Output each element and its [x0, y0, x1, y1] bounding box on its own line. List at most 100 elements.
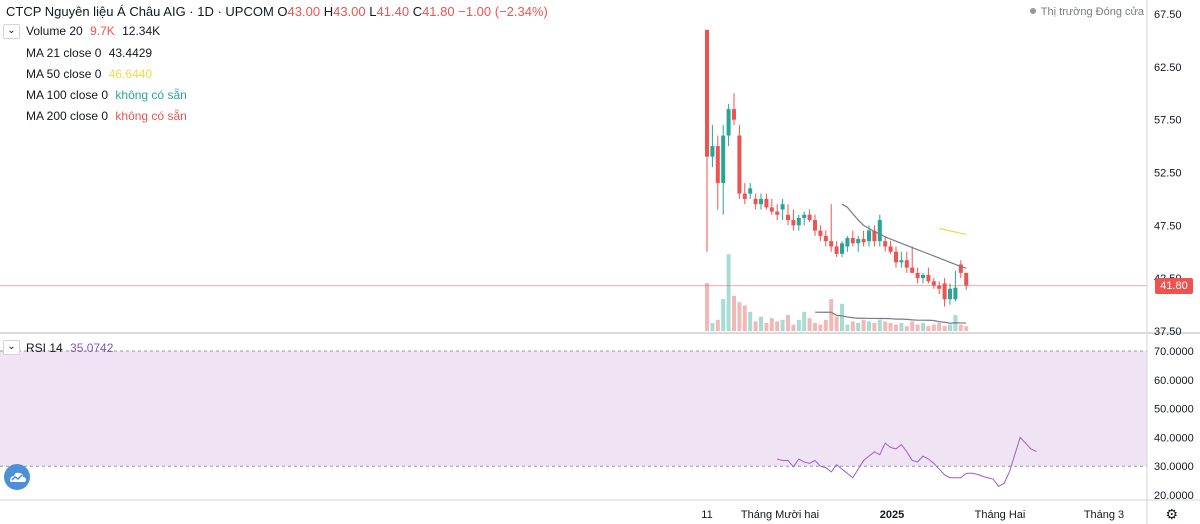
price-tick-label: 37.50 — [1154, 326, 1182, 338]
candle-body — [937, 285, 942, 289]
volume-bar — [732, 295, 736, 331]
rsi-tick-label: 60.0000 — [1154, 375, 1194, 387]
volume-bar — [791, 324, 796, 331]
volume-bar — [888, 323, 893, 331]
candle-body — [829, 241, 834, 247]
volume-bar — [748, 311, 753, 331]
volume-bar — [769, 318, 774, 331]
volume-bar — [894, 324, 898, 331]
rsi-line — [777, 436, 1037, 488]
study-ma21[interactable]: MA 21 close 0 43.4429 — [26, 46, 156, 60]
candles — [705, 29, 969, 307]
ohlc-open: O43.00 — [277, 4, 321, 19]
volume-bar — [948, 324, 952, 331]
volume-bar — [721, 299, 726, 331]
candle-body — [732, 109, 736, 120]
rsi-tick-label: 50.0000 — [1154, 404, 1194, 416]
candle-body — [786, 214, 790, 221]
volume-bar — [872, 323, 877, 331]
volume-bar — [899, 323, 904, 331]
candle-body — [899, 260, 904, 263]
volume-bar — [850, 321, 855, 331]
rsi-polyline — [777, 436, 1037, 488]
rsi-pane — [0, 350, 1147, 467]
candle-body — [742, 193, 747, 199]
collapse-studies-button[interactable]: ⌄ — [3, 24, 20, 39]
price-tick-label: 62.50 — [1154, 62, 1182, 74]
volume-ma-line — [814, 311, 967, 324]
candle-body — [856, 239, 861, 244]
study-ma100[interactable]: MA 100 close 0 không có sẵn — [26, 88, 191, 102]
ma21-line — [841, 203, 967, 269]
study-ma50-value: 46.6440 — [108, 67, 153, 81]
chevron-down-icon: ⌄ — [7, 25, 16, 36]
price-tick-label: 57.50 — [1154, 115, 1182, 127]
candle-body — [807, 214, 812, 221]
volume-bar — [802, 311, 807, 331]
ohlc-change: −1.00 (−2.34%) — [458, 4, 548, 19]
candle-body — [888, 246, 893, 252]
volume-bars — [705, 254, 969, 331]
candle-body — [958, 264, 963, 273]
candle-body — [721, 135, 726, 184]
candle-body — [737, 135, 742, 194]
study-volume[interactable]: Volume 20 9.7K 12.34K — [26, 24, 164, 38]
volume-bar — [753, 321, 758, 331]
candle-body — [715, 146, 720, 184]
candle-body — [845, 238, 850, 247]
candle-body — [791, 220, 796, 226]
tradingview-logo[interactable] — [4, 464, 30, 490]
volume-bar — [710, 323, 715, 331]
cloud-icon — [10, 472, 26, 482]
candle-body — [915, 272, 920, 279]
rsi-tick-label: 30.0000 — [1154, 461, 1194, 473]
price-tick-label: 47.50 — [1154, 220, 1182, 232]
volume-bar — [786, 315, 790, 331]
study-ma50[interactable]: MA 50 close 0 46.6440 — [26, 67, 156, 81]
volume-bar — [921, 323, 925, 331]
volume-bar — [742, 305, 747, 331]
volume-bar — [726, 254, 731, 331]
price-tick-label: 67.50 — [1154, 9, 1182, 21]
candle-body — [818, 230, 823, 236]
volume-bar — [834, 316, 839, 331]
study-rsi-name: RSI 14 — [26, 341, 63, 355]
symbol-header[interactable]: CTCP Nguyên liệu Á Châu AIG · 1D · UPCOM… — [6, 4, 548, 19]
volume-bar — [958, 324, 963, 331]
volume-bar — [715, 319, 720, 331]
study-rsi-value: 35.0742 — [70, 341, 114, 355]
ohlc-high: H43.00 — [323, 4, 366, 19]
candle-body — [834, 246, 839, 254]
volume-bar — [807, 318, 812, 331]
candle-body — [861, 239, 866, 243]
study-ma100-name: MA 100 close 0 — [26, 88, 109, 102]
market-status[interactable]: Thị trường Đóng cửa — [1029, 6, 1144, 18]
candle-body — [894, 251, 898, 263]
chevron-down-icon: ⌄ — [7, 341, 16, 352]
time-tick-label: 2025 — [880, 509, 904, 521]
volume-bar — [915, 324, 920, 331]
candle-body — [823, 235, 828, 242]
time-tick-label: Tháng 3 — [1084, 509, 1124, 521]
market-status-label: Thị trường Đóng cửa — [1040, 6, 1144, 18]
study-volume-ma-value: 12.34K — [122, 24, 161, 38]
candle-body — [780, 204, 785, 210]
candle-body — [942, 283, 947, 300]
candle-body — [910, 267, 915, 273]
volume-bar — [904, 326, 909, 331]
volume-bar — [910, 321, 915, 331]
study-ma200[interactable]: MA 200 close 0 không có sẵn — [26, 109, 191, 123]
symbol-title[interactable]: CTCP Nguyên liệu Á Châu AIG · 1D · UPCOM — [6, 4, 274, 19]
study-rsi[interactable]: RSI 14 35.0742 — [26, 341, 117, 355]
candle-body — [775, 211, 780, 215]
candle-body — [759, 198, 763, 205]
candle-body — [850, 238, 855, 244]
ohlc-low: L41.40 — [369, 4, 410, 19]
gear-icon[interactable]: ⚙ — [1165, 506, 1178, 522]
candle-body — [802, 214, 807, 218]
candle-body — [877, 220, 882, 242]
volume-bar — [926, 326, 931, 331]
collapse-rsi-button[interactable]: ⌄ — [3, 340, 20, 355]
